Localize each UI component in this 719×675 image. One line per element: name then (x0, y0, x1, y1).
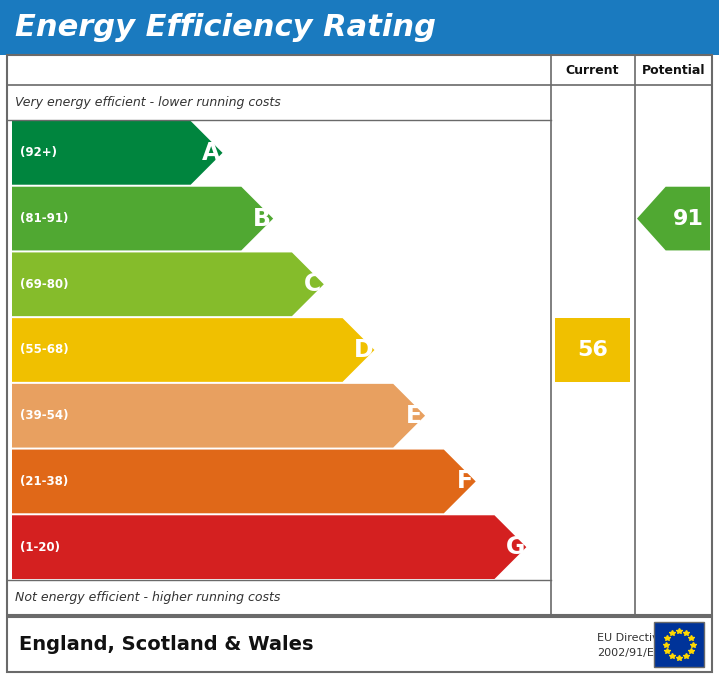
Polygon shape (637, 187, 710, 250)
Text: (1-20): (1-20) (20, 541, 60, 554)
Text: (21-38): (21-38) (20, 475, 68, 488)
Text: Not energy efficient - higher running costs: Not energy efficient - higher running co… (15, 591, 280, 604)
Polygon shape (12, 121, 223, 185)
Polygon shape (12, 252, 324, 316)
Bar (0, 0, 719, 55)
Text: Current: Current (566, 63, 619, 76)
Bar (654, 622, 704, 667)
Text: A: A (202, 141, 221, 165)
Text: EU Directive: EU Directive (597, 633, 666, 643)
Text: F: F (457, 469, 472, 493)
Text: (81-91): (81-91) (20, 212, 68, 225)
Polygon shape (12, 318, 375, 382)
Text: 91: 91 (672, 209, 703, 229)
Text: D: D (354, 338, 373, 362)
Polygon shape (12, 450, 476, 513)
Polygon shape (12, 384, 425, 448)
Text: England, Scotland & Wales: England, Scotland & Wales (19, 635, 313, 654)
Text: G: G (505, 535, 525, 559)
Text: E: E (406, 404, 422, 428)
Text: (39-54): (39-54) (20, 409, 68, 423)
Text: (55-68): (55-68) (20, 344, 68, 356)
Text: C: C (304, 272, 321, 296)
Polygon shape (12, 187, 273, 250)
Text: (92+): (92+) (20, 146, 57, 159)
Text: (69-80): (69-80) (20, 278, 68, 291)
Text: Very energy efficient - lower running costs: Very energy efficient - lower running co… (15, 96, 280, 109)
Text: B: B (253, 207, 271, 231)
Text: 2002/91/EC: 2002/91/EC (597, 648, 661, 657)
Text: Potential: Potential (642, 63, 705, 76)
Bar (7, 617, 712, 672)
Bar (555, 318, 630, 382)
Text: 56: 56 (577, 340, 608, 360)
Bar (7, 55, 712, 615)
Text: Energy Efficiency Rating: Energy Efficiency Rating (15, 13, 436, 42)
Polygon shape (12, 515, 526, 579)
